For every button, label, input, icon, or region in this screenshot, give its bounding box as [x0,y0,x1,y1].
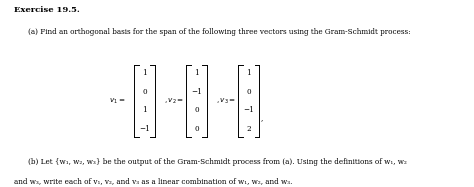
Text: ,: , [261,114,263,122]
Text: 1: 1 [194,69,199,77]
Text: $v_1 =$: $v_1 =$ [109,96,126,106]
Text: Exercise 19.5.: Exercise 19.5. [14,6,80,14]
Text: 1: 1 [246,69,251,77]
Text: 1: 1 [142,106,147,114]
Text: $, v_3 =$: $, v_3 =$ [216,96,236,106]
Text: $, v_2 =$: $, v_2 =$ [164,96,184,106]
Text: and w₃, write each of v₁, v₂, and v₃ as a linear combination of w₁, w₂, and w₃.: and w₃, write each of v₁, v₂, and v₃ as … [14,177,292,185]
Text: −1: −1 [244,106,254,114]
Text: (a) Find an orthogonal basis for the span of the following three vectors using t: (a) Find an orthogonal basis for the spa… [28,28,411,36]
Text: 0: 0 [194,125,199,133]
Text: 2: 2 [246,125,251,133]
Text: 0: 0 [142,88,147,96]
Text: −1: −1 [191,88,202,96]
Text: −1: −1 [139,125,150,133]
Text: (b) Let {w₁, w₂, w₃} be the output of the Gram-Schmidt process from (a). Using t: (b) Let {w₁, w₂, w₃} be the output of th… [28,158,407,166]
Text: 0: 0 [246,88,251,96]
Text: 0: 0 [194,106,199,114]
Text: 1: 1 [142,69,147,77]
